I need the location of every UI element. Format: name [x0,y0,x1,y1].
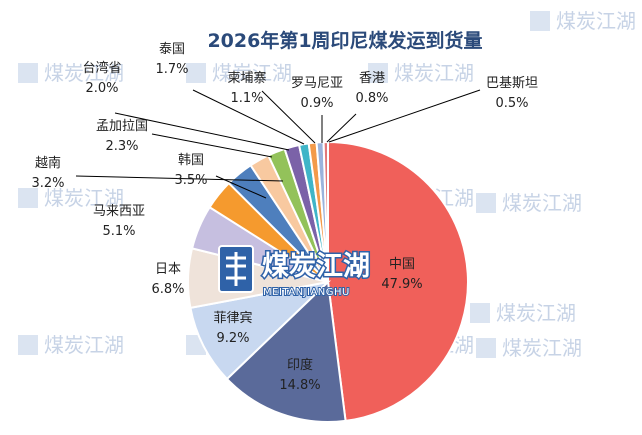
slice-name-label: 越南 [35,155,61,171]
slice-value-label: 0.8% [355,91,388,106]
slice-name-label: 马来西亚 [93,204,145,219]
slice-value-label: 0.5% [495,96,528,111]
watermark-icon [18,335,38,355]
watermark-text: 煤炭江湖 [496,301,576,325]
slice-name-label: 印度 [287,357,313,373]
logo-glyph-icon [226,252,246,286]
watermark: 煤炭江湖 [18,186,124,210]
watermark: 煤炭江湖 [476,191,582,215]
leader-line [151,133,273,158]
slice-name-label: 中国 [389,257,415,272]
watermark: 煤炭江湖 [368,61,474,85]
watermark: 煤炭江湖 [18,61,124,85]
watermark-icon [476,193,496,213]
chart-title: 2026年第1周印尼煤发运到货量 [207,29,482,52]
slice-name-label: 巴基斯坦 [486,76,538,91]
watermark-icon [476,338,496,358]
watermark-text: 煤炭江湖 [44,186,124,210]
slice-name-label: 香港 [359,71,385,86]
watermark: 煤炭江湖 [18,333,124,357]
slice-value-label: 3.5% [174,173,207,188]
watermark-icon [368,63,388,83]
pie-slice [322,140,329,283]
leader-line [114,112,290,151]
pie-slice [327,140,469,423]
watermark-icon [186,63,206,83]
pie-slice [225,279,347,423]
watermark-icon [530,11,550,31]
watermark-text: 煤炭江湖 [394,61,474,85]
slice-name-label: 韩国 [178,153,204,168]
leader-lines [75,89,481,199]
pie-slices [187,140,469,423]
slice-labels: 中国 47.9% 印度 14.8% 菲律宾 9.2% 日本 6.8% 马来西亚 5.1% 韩国 3.5… [31,42,538,393]
slice-name-label: 日本 [155,262,181,277]
slice-name-label: 菲律宾 [213,310,252,326]
leader-line [192,89,305,145]
slice-value-label: 2.3% [105,139,138,154]
leader-line [75,175,284,182]
slice-value-label: 5.1% [102,224,135,239]
logo-chinese-text: 煤炭江湖 [262,251,370,282]
watermark: 煤炭江湖 [186,61,292,85]
brand-logo: 煤炭江湖 MEITANJIANGHU [218,245,372,299]
watermark: 煤炭江湖 [530,9,636,33]
watermark-icon [470,303,490,323]
slice-value-label: 0.9% [300,96,333,111]
leader-line [326,113,357,143]
leader-line [261,90,316,144]
watermark-text: 煤炭江湖 [502,191,582,215]
slice-value-label: 9.2% [216,331,249,346]
watermark-text: 煤炭江湖 [556,9,636,33]
watermark: 煤炭江湖 [470,301,576,325]
logo-english-text: MEITANJIANGHU [263,287,350,298]
watermark-icon [18,188,38,208]
watermark-icon [18,63,38,83]
slice-value-label: 6.8% [151,282,184,297]
leader-line [328,89,481,143]
slice-name-label: 罗马尼亚 [291,76,343,91]
slice-value-label: 47.9% [381,277,422,292]
slice-name-label: 台湾省 [82,60,121,76]
slice-value-label: 2.0% [85,81,118,96]
watermark-text: 煤炭江湖 [44,61,124,85]
watermark: 煤炭江湖 [476,336,582,360]
slice-name-label: 孟加拉国 [96,119,148,134]
slice-value-label: 14.8% [279,378,320,393]
slice-value-label: 1.1% [230,91,263,106]
watermark-text: 煤炭江湖 [44,333,124,357]
slice-name-label: 泰国 [159,42,185,57]
pie-slice [189,280,332,381]
slice-value-label: 3.2% [31,176,64,191]
watermark-text: 煤炭江湖 [212,61,292,85]
watermark-text: 煤炭江湖 [502,336,582,360]
slice-name-label: 柬埔寨 [227,70,266,86]
slice-value-label: 1.7% [155,62,188,77]
